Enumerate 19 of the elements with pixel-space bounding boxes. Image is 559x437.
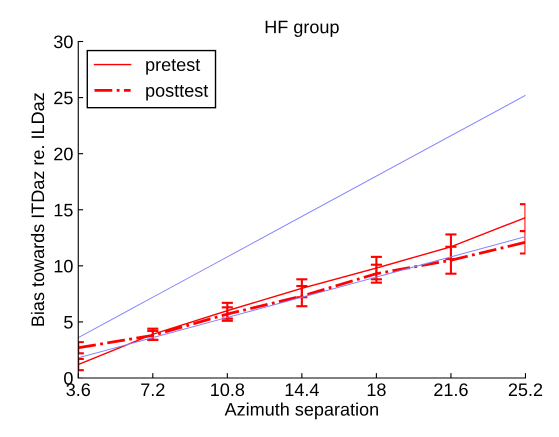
y-axis-title: Bias towards ITDaz re. ILDaz <box>30 93 44 326</box>
x-tick-label: 25.2 <box>508 383 542 396</box>
y-tick-label: 25 <box>54 92 73 104</box>
legend-label: pretest <box>146 59 200 75</box>
x-axis-title: Azimuth separation <box>224 402 378 420</box>
legend-label: posttest <box>146 85 208 100</box>
chart-title: HF group <box>266 20 339 37</box>
x-tick-label: 10.8 <box>211 383 244 396</box>
x-tick-label: 18 <box>368 383 386 396</box>
y-tick-label: 30 <box>54 35 73 48</box>
x-tick-label: 3.6 <box>66 383 90 396</box>
y-tick-label: 20 <box>54 148 73 160</box>
x-tick-label: 14.4 <box>286 384 319 396</box>
x-tick-label: 21.6 <box>434 383 468 396</box>
y-tick-label: 10 <box>54 260 73 273</box>
y-tick-label: 0 <box>64 372 73 385</box>
y-tick-label: 5 <box>64 316 73 329</box>
x-tick-label: 7.2 <box>141 383 164 396</box>
y-tick-label: 15 <box>54 204 73 216</box>
